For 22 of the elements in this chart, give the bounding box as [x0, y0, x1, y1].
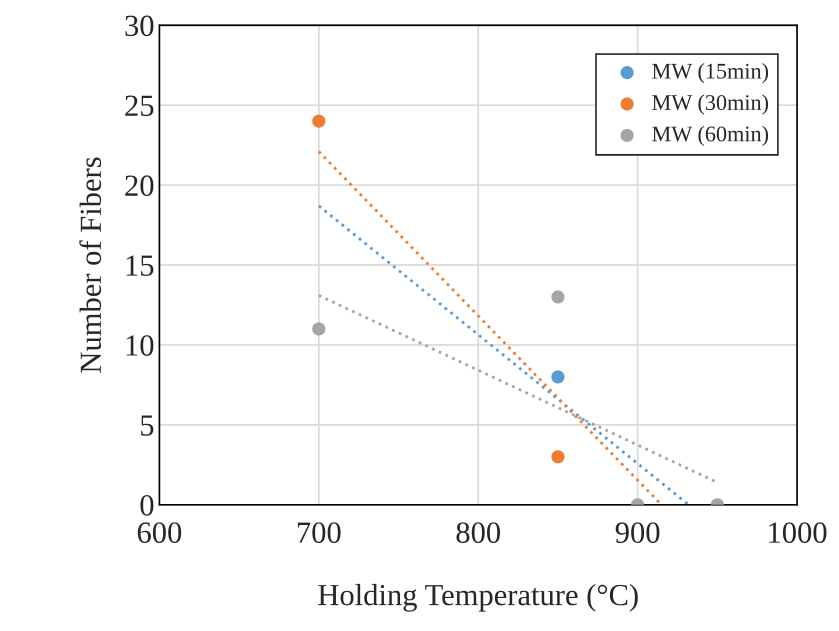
- y-tick-label: 20: [125, 175, 154, 196]
- point: [551, 450, 565, 464]
- x-tick-label: 600: [138, 522, 182, 543]
- y-tick-label: 15: [126, 255, 154, 276]
- y-tick-label: 0: [140, 495, 154, 516]
- legend-label: MW (30min): [652, 94, 768, 115]
- point: [312, 322, 326, 336]
- y-tick-label: 5: [141, 415, 154, 436]
- point: [312, 114, 326, 128]
- legend-label: MW (60min): [652, 126, 768, 146]
- x-axis-title: Holding Temperature (°C): [318, 584, 638, 612]
- x-tick-label: 700: [298, 522, 341, 543]
- y-axis-title: Number of Fibers: [79, 158, 102, 373]
- point: [551, 290, 565, 304]
- y-tick-label: 25: [125, 96, 154, 116]
- y-tick-label: 30: [125, 16, 154, 36]
- x-tick-label: 1000: [769, 522, 826, 543]
- y-tick-label: 10: [126, 335, 154, 356]
- point: [551, 370, 565, 384]
- legend-label: MW (15min): [652, 63, 768, 84]
- x-tick-label: 900: [616, 522, 660, 543]
- x-tick-label: 800: [456, 522, 500, 543]
